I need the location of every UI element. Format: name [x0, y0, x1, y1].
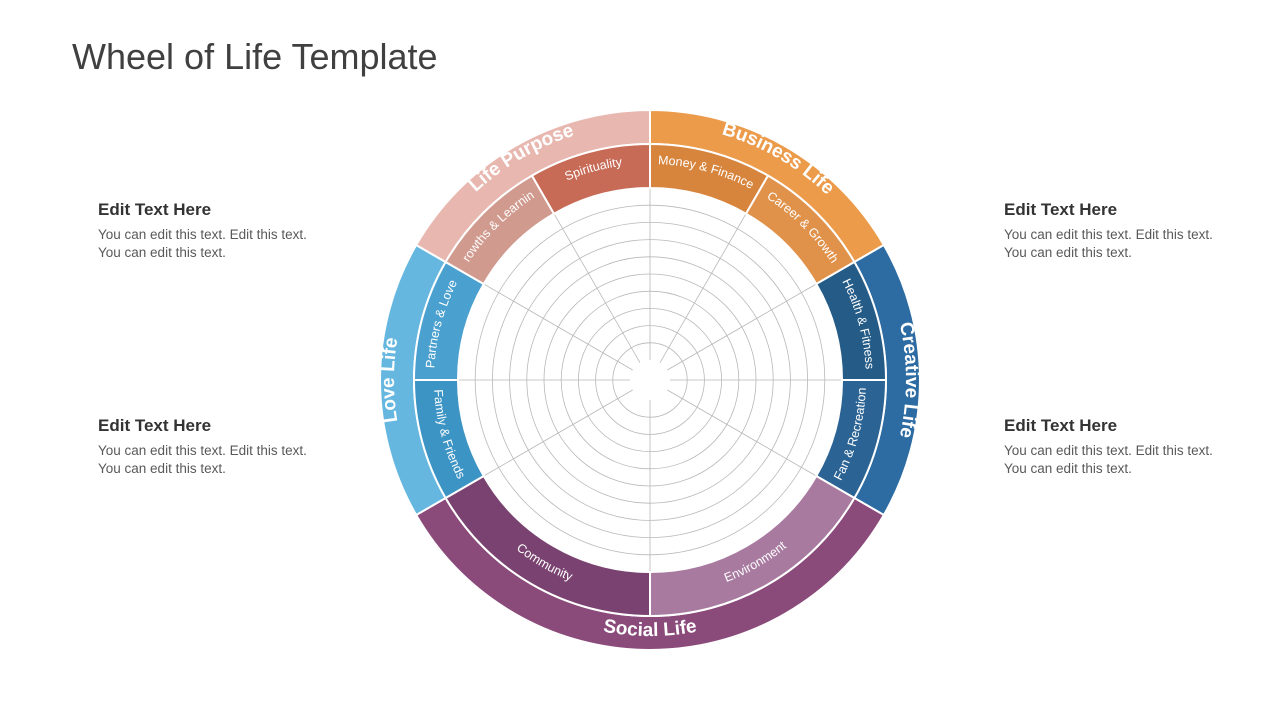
- callout-bl: Edit Text Here You can edit this text. Ed…: [98, 416, 328, 478]
- callout-body: You can edit this text. Edit this text. …: [1004, 442, 1234, 478]
- callout-heading: Edit Text Here: [1004, 416, 1234, 436]
- callout-heading: Edit Text Here: [1004, 200, 1234, 220]
- wheel-of-life-chart: Business LifeCreative LifeSocial LifeLov…: [370, 100, 930, 660]
- callout-tl: Edit Text Here You can edit this text. Ed…: [98, 200, 328, 262]
- callout-heading: Edit Text Here: [98, 416, 328, 436]
- page-title: Wheel of Life Template: [72, 36, 438, 78]
- callout-tr: Edit Text Here You can edit this text. Ed…: [1004, 200, 1234, 262]
- callout-br: Edit Text Here You can edit this text. Ed…: [1004, 416, 1234, 478]
- callout-body: You can edit this text. Edit this text. …: [98, 442, 328, 478]
- callout-body: You can edit this text. Edit this text. …: [98, 226, 328, 262]
- callout-body: You can edit this text. Edit this text. …: [1004, 226, 1234, 262]
- grid-spokes: [458, 188, 842, 572]
- callout-heading: Edit Text Here: [98, 200, 328, 220]
